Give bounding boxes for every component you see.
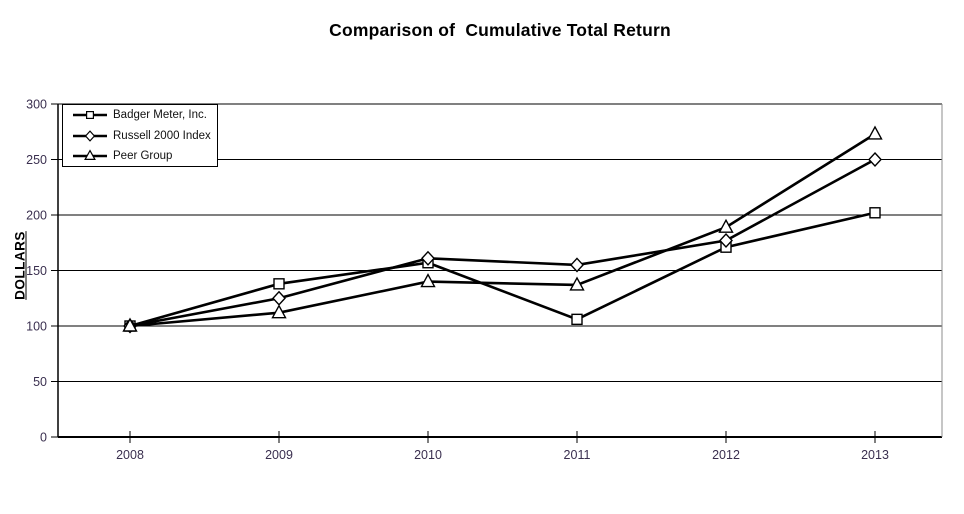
y-tick-label: 300 [26, 98, 47, 112]
series-line-diamond [129, 158, 876, 328]
series-line-triangle [129, 132, 876, 328]
legend: Badger Meter, Inc. Russell 2000 Index Peer… [62, 104, 218, 167]
legend-marker-square-icon [73, 111, 107, 120]
data-point-diamond-icon [272, 290, 286, 306]
x-tick-label: 2012 [712, 448, 740, 462]
x-tick-label: 2010 [414, 448, 442, 462]
data-point-diamond-icon [570, 257, 584, 273]
data-point-diamond-icon [719, 232, 733, 249]
legend-label: Peer Group [113, 149, 173, 162]
legend-label: Badger Meter, Inc. [113, 109, 207, 122]
legend-item: Russell 2000 Index [63, 126, 217, 146]
x-tick-label: 2009 [265, 448, 293, 462]
data-point-triangle-icon [271, 304, 287, 319]
x-tick-label: 2008 [116, 448, 144, 462]
legend-marker-diamond-icon [73, 129, 107, 142]
series-line-square [129, 211, 876, 328]
data-point-diamond-icon [868, 151, 882, 168]
y-tick-label: 200 [26, 209, 47, 223]
legend-label: Russell 2000 Index [113, 129, 211, 142]
y-tick-label: 250 [26, 153, 47, 167]
chart-title: Comparison of Cumulative Total Return [329, 20, 671, 40]
data-point-square-icon [571, 313, 583, 326]
y-tick-label: 150 [26, 264, 47, 278]
data-point-triangle-icon [569, 276, 585, 291]
x-tick-label: 2011 [564, 448, 591, 462]
legend-marker-triangle-icon [73, 149, 107, 160]
data-point-diamond-icon [421, 250, 435, 266]
y-tick-label: 0 [40, 431, 47, 445]
x-tick-label: 2013 [861, 448, 889, 462]
legend-item: Badger Meter, Inc. [63, 105, 217, 125]
data-point-triangle-icon [867, 125, 883, 140]
data-point-triangle-icon [122, 317, 138, 332]
y-tick-label: 50 [33, 375, 47, 389]
data-point-triangle-icon [718, 218, 734, 233]
y-tick-label: 100 [26, 320, 47, 334]
data-point-triangle-icon [420, 273, 436, 288]
data-point-square-icon [869, 207, 881, 219]
legend-item: Peer Group [63, 146, 217, 166]
data-point-square-icon [273, 278, 285, 290]
